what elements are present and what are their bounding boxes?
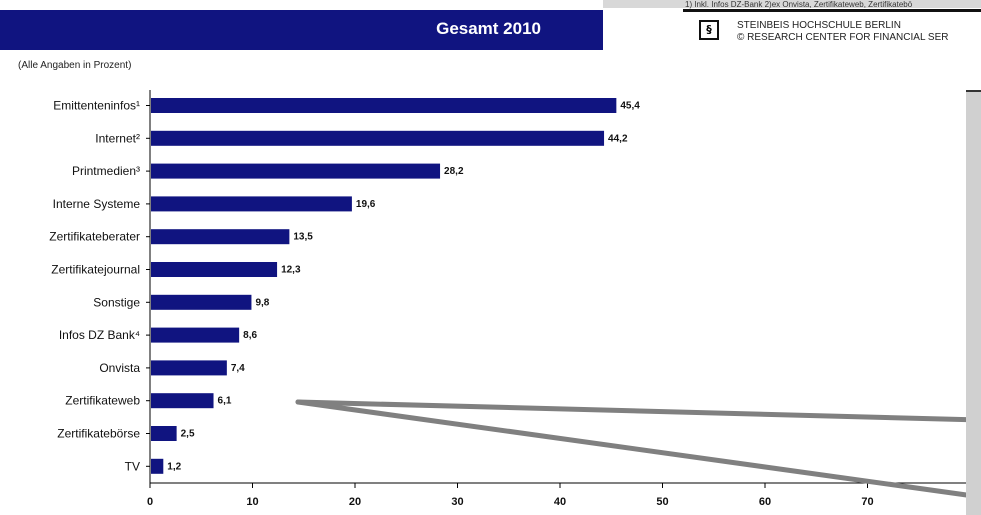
slide-top-band (603, 0, 981, 8)
bar (151, 163, 441, 179)
bar (151, 426, 177, 441)
annotation-line (295, 399, 981, 500)
bar (151, 327, 240, 343)
x-tick-label: 60 (759, 496, 771, 508)
value-label: 45,4 (620, 101, 640, 112)
title-bar: Gesamt 2010 (0, 10, 603, 50)
bar (151, 196, 352, 212)
chart-title: Gesamt 2010 (436, 19, 541, 38)
value-label: 19,6 (356, 199, 376, 210)
value-label: 44,2 (608, 133, 628, 144)
background-strip (966, 92, 981, 515)
x-tick-label: 20 (349, 496, 361, 508)
x-tick-label: 50 (656, 496, 668, 508)
category-label: TV (125, 459, 140, 473)
steinbeis-logo-icon: § (699, 20, 719, 40)
overlapping-slide: 1) Inkl. Infos DZ-Bank 2)ex Onvista, Zer… (603, 0, 981, 92)
value-label: 2,5 (181, 429, 195, 440)
value-label: 1,2 (167, 461, 181, 472)
category-label: Printmedien³ (72, 164, 140, 178)
value-label: 7,4 (231, 363, 245, 374)
bar (151, 360, 227, 376)
value-label: 9,8 (255, 297, 269, 308)
bar (151, 130, 605, 146)
category-label: Zertifikateberater (49, 230, 140, 244)
category-label: Infos DZ Bank⁴ (59, 328, 140, 342)
value-label: 6,1 (218, 396, 232, 407)
value-label: 8,6 (243, 330, 257, 341)
category-label: Interne Systeme (53, 197, 141, 211)
value-label: 12,3 (281, 265, 301, 276)
category-label: Zertifikatejournal (51, 263, 140, 277)
category-label: Onvista (99, 361, 140, 375)
bar (151, 98, 617, 113)
bar (151, 229, 290, 245)
organization-name: STEINBEIS HOCHSCHULE BERLIN (737, 20, 901, 31)
bar (151, 393, 214, 409)
footnote: 1) Inkl. Infos DZ-Bank 2)ex Onvista, Zer… (685, 0, 913, 9)
slide-bottom-rule (966, 90, 981, 92)
annotation-line (295, 399, 981, 423)
x-tick-label: 40 (554, 496, 566, 508)
organization-copyright: © RESEARCH CENTER FOR FINANCIAL SER (737, 32, 949, 43)
category-label: Zertifikateweb (65, 394, 140, 408)
x-tick-label: 0 (147, 496, 153, 508)
category-label: Internet² (95, 131, 140, 145)
x-tick-label: 70 (861, 496, 873, 508)
value-label: 28,2 (444, 166, 464, 177)
footnote-divider (683, 9, 981, 12)
bar (151, 262, 278, 277)
bar (151, 458, 164, 474)
category-label: Zertifikatebörse (57, 427, 140, 441)
x-tick-label: 30 (451, 496, 463, 508)
category-label: Emittenteninfos¹ (53, 99, 140, 113)
category-label: Sonstige (93, 295, 140, 309)
x-tick-label: 10 (246, 496, 258, 508)
chart-subtitle: (Alle Angaben in Prozent) (18, 60, 132, 71)
bar (151, 294, 252, 310)
value-label: 13,5 (293, 232, 313, 243)
